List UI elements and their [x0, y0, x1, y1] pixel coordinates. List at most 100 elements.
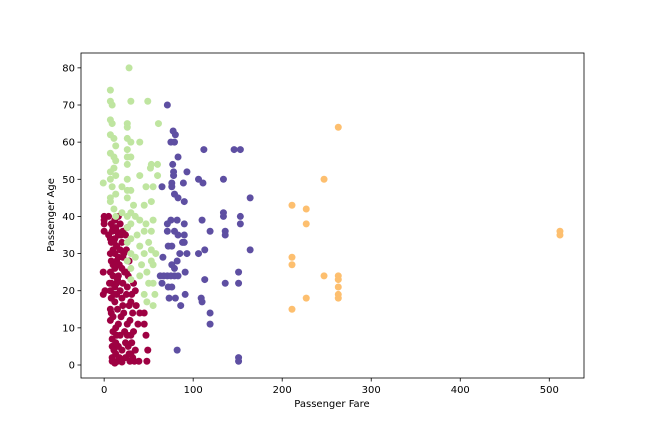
data-point-cluster-low-fare-older	[127, 276, 135, 284]
y-tick-label: 60	[62, 138, 75, 149]
data-point-cluster-low-fare-young	[113, 331, 121, 339]
data-point-cluster-low-fare-older	[136, 242, 144, 250]
data-point-cluster-mid-fare	[246, 194, 254, 202]
data-point-cluster-mid-fare	[219, 212, 227, 220]
data-point-cluster-low-fare-older	[136, 172, 144, 180]
data-point-cluster-mid-fare	[246, 246, 254, 254]
data-point-cluster-low-fare-older	[140, 227, 148, 235]
data-point-cluster-low-fare-young	[140, 320, 148, 328]
data-point-cluster-low-fare-young	[105, 212, 113, 220]
data-point-cluster-mid-fare	[180, 238, 188, 246]
data-point-cluster-low-fare-older	[154, 160, 162, 168]
data-point-cluster-high-fare	[556, 231, 564, 239]
data-point-cluster-low-fare-young	[132, 302, 140, 310]
data-point-cluster-mid-fare	[158, 279, 166, 287]
data-point-cluster-mid-fare	[176, 250, 184, 258]
x-tick-label: 0	[101, 385, 107, 396]
data-point-cluster-mid-fare	[230, 146, 238, 154]
data-point-cluster-low-fare-older	[123, 212, 131, 220]
data-point-cluster-low-fare-older	[131, 253, 139, 261]
data-point-cluster-low-fare-young	[129, 309, 137, 317]
data-point-cluster-low-fare-young	[144, 346, 152, 354]
y-tick-label: 50	[62, 175, 75, 186]
data-point-cluster-low-fare-older	[145, 238, 153, 246]
data-point-cluster-high-fare	[288, 253, 296, 261]
y-tick-label: 80	[62, 63, 75, 74]
data-point-cluster-low-fare-older	[152, 250, 160, 258]
data-point-cluster-low-fare-young	[112, 224, 120, 232]
data-point-cluster-low-fare-older	[106, 198, 114, 206]
data-point-cluster-low-fare-young	[123, 283, 131, 291]
data-point-cluster-mid-fare	[219, 175, 227, 183]
data-point-cluster-mid-fare	[174, 153, 182, 161]
data-point-cluster-mid-fare	[168, 242, 176, 250]
data-point-cluster-low-fare-older	[154, 172, 162, 180]
data-point-cluster-mid-fare	[170, 264, 178, 272]
data-point-cluster-low-fare-older	[123, 160, 131, 168]
data-point-cluster-low-fare-older	[140, 250, 148, 258]
data-point-cluster-low-fare-older	[136, 138, 144, 146]
y-tick-label: 10	[62, 323, 75, 334]
data-point-cluster-low-fare-older	[147, 227, 155, 235]
data-point-cluster-low-fare-young	[126, 316, 134, 324]
data-point-cluster-high-fare	[334, 276, 342, 284]
data-point-cluster-low-fare-young	[114, 276, 122, 284]
data-point-cluster-mid-fare	[198, 298, 206, 306]
data-point-cluster-low-fare-older	[99, 179, 107, 187]
data-point-cluster-low-fare-young	[123, 331, 131, 339]
data-point-cluster-low-fare-older	[108, 101, 116, 109]
data-point-cluster-low-fare-young	[114, 320, 122, 328]
data-point-cluster-low-fare-older	[142, 183, 150, 191]
data-point-cluster-low-fare-older	[151, 290, 159, 298]
y-tick-label: 70	[62, 101, 75, 112]
data-point-cluster-low-fare-young	[115, 261, 123, 269]
data-point-cluster-mid-fare	[221, 231, 229, 239]
data-point-cluster-mid-fare	[180, 231, 188, 239]
plot-area	[81, 53, 584, 378]
data-point-cluster-low-fare-older	[154, 120, 162, 128]
x-tick-label: 400	[451, 385, 470, 396]
data-point-cluster-low-fare-older	[149, 183, 157, 191]
data-point-cluster-high-fare	[302, 205, 310, 213]
data-point-cluster-mid-fare	[199, 179, 207, 187]
data-point-cluster-high-fare	[334, 123, 342, 131]
x-axis-label: Passenger Fare	[294, 399, 369, 410]
y-axis-ticks: 0 10 20 30 40 50 60 70 80	[62, 63, 81, 372]
data-point-cluster-mid-fare	[165, 294, 173, 302]
data-point-cluster-low-fare-older	[147, 198, 155, 206]
data-point-cluster-low-fare-young	[131, 287, 139, 295]
data-point-cluster-low-fare-older	[112, 142, 120, 150]
data-point-cluster-mid-fare	[235, 279, 243, 287]
data-point-cluster-low-fare-young	[116, 287, 124, 295]
data-point-cluster-low-fare-older	[123, 186, 131, 194]
data-point-cluster-mid-fare	[180, 220, 188, 228]
data-point-cluster-low-fare-older	[149, 216, 157, 224]
data-point-cluster-mid-fare	[174, 231, 182, 239]
data-point-cluster-low-fare-older	[112, 157, 120, 165]
data-point-cluster-mid-fare	[206, 309, 214, 317]
data-point-cluster-low-fare-older	[127, 138, 135, 146]
data-point-cluster-low-fare-older	[112, 212, 120, 220]
data-point-cluster-low-fare-young	[105, 279, 113, 287]
data-point-cluster-low-fare-older	[149, 261, 157, 269]
data-point-cluster-low-fare-older	[123, 238, 131, 246]
data-point-cluster-low-fare-young	[129, 354, 137, 362]
data-point-cluster-high-fare	[320, 175, 328, 183]
y-tick-label: 30	[62, 249, 75, 260]
data-point-cluster-high-fare	[334, 294, 342, 302]
x-tick-label: 200	[273, 385, 292, 396]
data-point-cluster-mid-fare	[174, 194, 182, 202]
data-point-cluster-low-fare-older	[140, 201, 148, 209]
data-point-cluster-low-fare-young	[118, 238, 126, 246]
data-point-cluster-mid-fare	[236, 146, 244, 154]
data-point-cluster-high-fare	[288, 261, 296, 269]
data-point-cluster-mid-fare	[170, 172, 178, 180]
data-point-cluster-low-fare-young	[100, 220, 108, 228]
data-point-cluster-mid-fare	[158, 183, 166, 191]
data-point-cluster-mid-fare	[174, 272, 182, 280]
data-point-cluster-low-fare-older	[118, 209, 126, 217]
data-point-cluster-low-fare-young	[111, 359, 119, 367]
data-point-cluster-mid-fare	[195, 250, 203, 258]
x-axis-ticks: 0 100 200 300 400 500	[101, 378, 559, 396]
data-point-cluster-mid-fare	[163, 101, 171, 109]
